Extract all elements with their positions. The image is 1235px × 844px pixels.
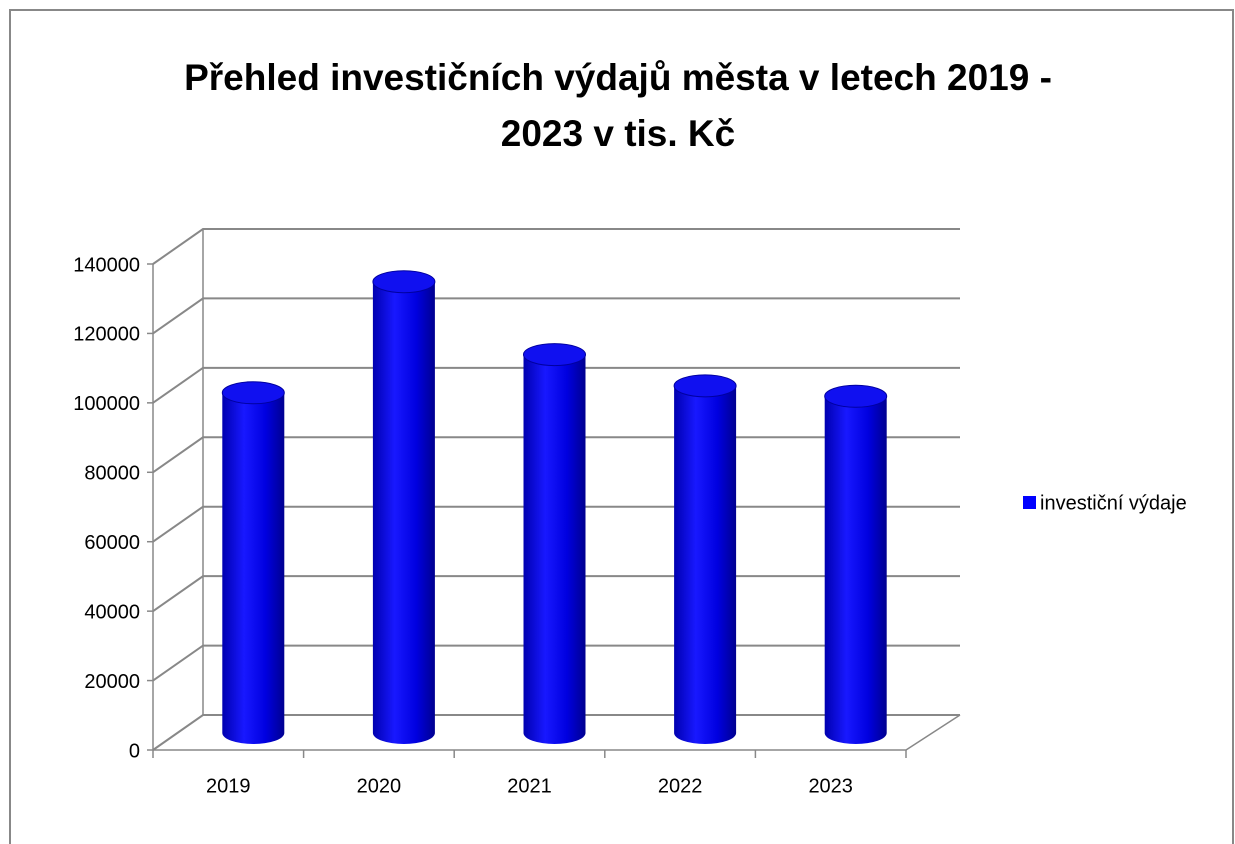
y-tick-label: 120000 [73,324,140,346]
bar [221,381,285,744]
legend-label: investiční výdaje [1040,492,1187,514]
bar-body [523,354,586,745]
y-tick-label: 0 [129,740,140,762]
bar-top [372,270,436,294]
chart-border [9,9,1234,844]
y-tick-label: 60000 [84,532,140,554]
bar-body [372,281,435,745]
chart-title: Přehled investičních výdajů města v lete… [184,57,1052,154]
bar-body [824,396,887,745]
x-tick-label: 2019 [206,775,251,797]
bar-top [523,343,586,367]
y-tick-label: 140000 [73,254,140,276]
grid-line [152,228,960,265]
bar [824,384,888,745]
x-tick-label: 2021 [507,775,552,797]
y-tick-label: 40000 [84,601,140,623]
x-tick-label: 2020 [357,775,402,797]
bar [372,270,436,745]
grid-line [152,366,960,404]
bar-body [674,385,737,745]
bar [673,374,737,745]
x-tick-label: 2023 [808,775,853,797]
bar [523,343,586,745]
grid-line [152,297,960,335]
legend-swatch [1023,496,1036,509]
bar-top [824,384,888,408]
bar-top [221,381,285,405]
y-tick-label: 80000 [84,463,140,485]
bar-top [673,374,737,398]
y-tick-label: 100000 [73,393,140,415]
y-tick-label: 20000 [84,671,140,693]
bar-body [222,392,285,744]
x-tick-label: 2022 [658,775,703,797]
